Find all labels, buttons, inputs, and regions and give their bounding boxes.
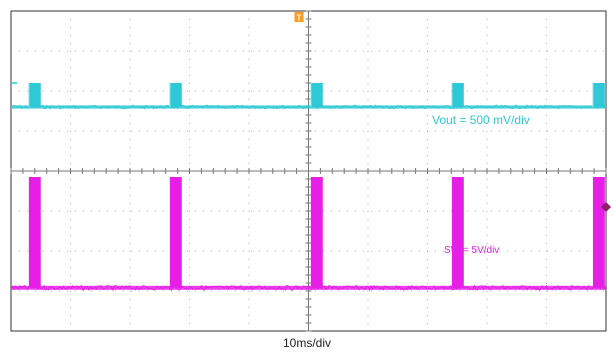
time-scale-label: 10ms/div [282,336,332,350]
sw-trace-pulse [310,177,323,288]
sw-trace-line [10,284,606,292]
traces [10,83,606,292]
sw-trace-label: SW = 5V/div [444,245,499,256]
sw-trace-pulse [28,177,41,288]
vout-trace-label: Vout = 500 mV/div [432,113,530,127]
vout-trace-pulse [28,83,41,107]
graticule-grid [10,10,607,332]
vout-trace-pulse [310,83,323,107]
vout-trace-pulse [169,83,182,107]
vout-trace-line [10,104,606,110]
vout-trace-pulse [592,83,605,107]
sw-trace-pulse [592,177,605,288]
trigger-marker-icon [294,12,304,22]
vout-trace-pulse [451,83,464,107]
trigger-marker-label: T [297,14,302,23]
trigger-level-marker-icon [601,202,611,212]
markers: T [11,12,611,212]
sw-trace-pulse [169,177,182,288]
sw-trace-baseline-band [11,285,606,290]
sw-trace-pulse [451,177,464,288]
